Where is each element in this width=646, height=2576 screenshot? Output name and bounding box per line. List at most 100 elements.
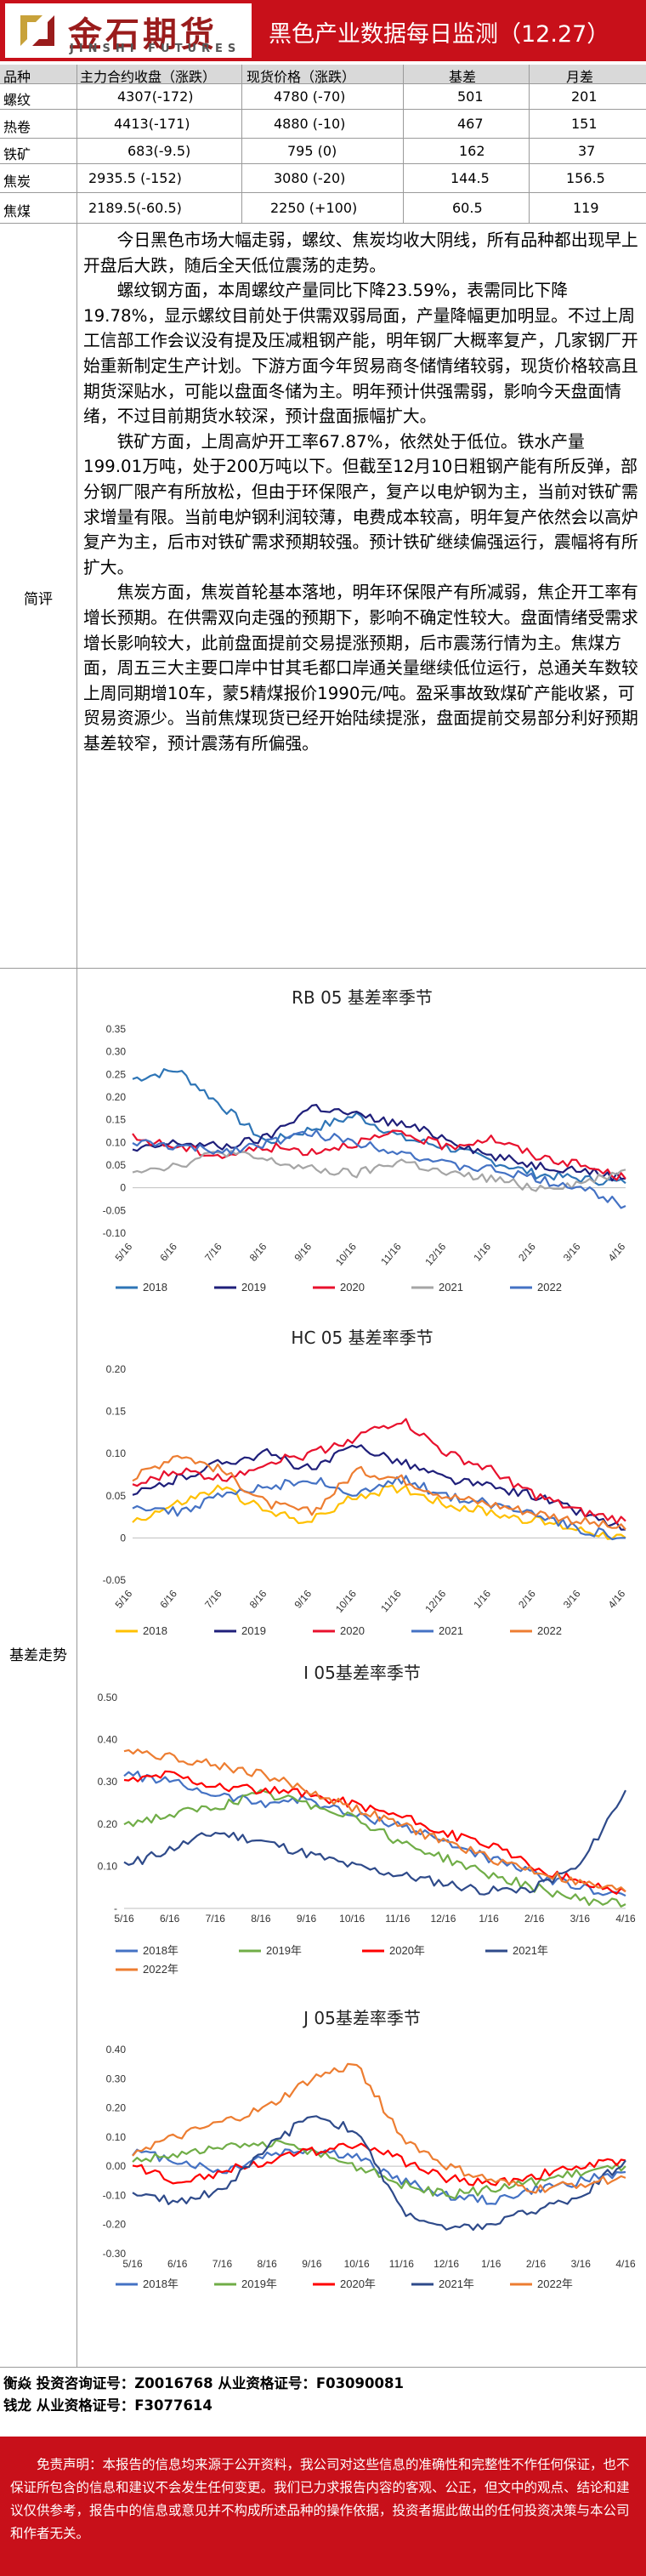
legend-entry: 2021 <box>439 1281 463 1294</box>
y-tick-label: 0.50 <box>98 1692 118 1703</box>
x-tick-label: 1/16 <box>479 1913 499 1925</box>
y-tick-label: 0 <box>120 1532 126 1544</box>
logo: 金石期货 JINSHI FUTURES <box>5 3 252 58</box>
table-header-cell: 现货价格（涨跌） <box>246 69 356 85</box>
row-product: 焦煤 <box>3 203 31 219</box>
divider <box>0 223 646 224</box>
row-close: 4307(-172) <box>117 88 194 105</box>
x-tick-label: 5/16 <box>113 1588 135 1611</box>
x-tick-label: 12/16 <box>434 2258 459 2270</box>
y-tick-label: 0.40 <box>98 1734 118 1746</box>
row-spot: 3080 (-20) <box>274 170 346 186</box>
y-tick-label: - <box>114 1902 117 1914</box>
x-tick-label: 2/16 <box>516 1241 538 1264</box>
chart-title: I 05基差率季节 <box>303 1663 421 1683</box>
series-line <box>132 1104 626 1182</box>
x-tick-label: 12/16 <box>430 1913 456 1925</box>
row-basis: 467 <box>457 116 484 132</box>
rb-basis-chart: RB 05 基差率季节 -0.10 -0.05 0 0.05 0.10 0.15 0.20 0.… <box>103 987 628 1294</box>
chart-title: RB 05 基差率季节 <box>292 987 433 1008</box>
x-tick-label: 11/16 <box>389 2258 414 2270</box>
legend-entry: 2022年 <box>537 2277 573 2290</box>
x-tick-label: 6/16 <box>167 2258 188 2270</box>
section-label-basis: 基差走势 <box>9 1647 67 1664</box>
x-tick-label: 8/16 <box>247 1241 269 1264</box>
series-line <box>132 1475 626 1541</box>
divider <box>241 65 242 223</box>
series-line <box>132 2115 626 2232</box>
y-tick-label: 0.05 <box>106 1159 127 1171</box>
y-tick-label: 0.10 <box>106 2131 127 2143</box>
legend-entry: 2018 <box>143 1624 167 1637</box>
series-line <box>123 1771 626 1897</box>
legend-entry: 2022年 <box>143 1963 178 1976</box>
x-tick-label: 10/16 <box>344 2258 370 2270</box>
legend-entry: 2020 <box>340 1281 365 1294</box>
divider <box>529 65 530 223</box>
x-tick-label: 9/16 <box>302 2258 322 2270</box>
x-tick-label: 2/16 <box>524 1913 545 1925</box>
table-header-cell: 月差 <box>566 69 594 85</box>
x-tick-label: 10/16 <box>333 1588 359 1615</box>
row-product: 铁矿 <box>3 146 31 162</box>
legend-entry: 2019 <box>241 1281 266 1294</box>
x-tick-label: 1/16 <box>471 1241 493 1264</box>
x-tick-label: 4/16 <box>606 1241 628 1264</box>
j-basis-chart: J 05基差率季节 -0.30 -0.20 -0.10 0.00 0.10 0.20 0.30… <box>103 2008 636 2290</box>
y-tick-label: 0.15 <box>106 1406 127 1418</box>
row-product: 焦炭 <box>3 173 31 190</box>
x-tick-label: 8/16 <box>251 1913 271 1925</box>
series-line <box>123 1770 626 1895</box>
row-close: 683(-9.5) <box>128 143 191 159</box>
x-tick-label: 6/16 <box>157 1241 179 1264</box>
legend-entry: 2021年 <box>439 2277 474 2290</box>
analyst-line: 衡焱 投资咨询证号：Z0016768 从业资格证号：F03090081 <box>3 2375 404 2391</box>
divider <box>76 65 77 2367</box>
x-tick-label: 7/16 <box>206 1913 226 1925</box>
commentary-paragraph: 铁矿方面，上周高炉开工率67.87%，依然处于低位。铁水产量199.01万吨，处… <box>83 431 638 577</box>
x-tick-label: 8/16 <box>247 1588 269 1611</box>
row-close: 2189.5(-60.5) <box>88 200 182 216</box>
x-tick-label: 7/16 <box>212 2258 233 2270</box>
x-tick-label: 9/16 <box>297 1913 317 1925</box>
x-tick-label: 12/16 <box>422 1241 448 1268</box>
x-tick-label: 11/16 <box>378 1241 404 1268</box>
y-tick-label: -0.20 <box>103 2219 127 2231</box>
y-tick-label: 0.20 <box>106 2102 127 2114</box>
row-close: 2935.5 (-152) <box>88 170 182 186</box>
legend-entry: 2021年 <box>513 1944 548 1957</box>
page-title: 黑色产业数据每日监测（12.27） <box>269 21 610 48</box>
table-header: 品种 主力合约收盘（涨跌） 现货价格（涨跌） 基差 月差 <box>0 65 646 85</box>
x-tick-label: 4/16 <box>606 1588 628 1611</box>
row-basis: 501 <box>457 88 484 105</box>
x-tick-label: 11/16 <box>378 1588 404 1615</box>
series-line <box>132 1484 626 1540</box>
disclaimer-text: 免责声明：本报告的信息均来源于公开资料，我公司对这些信息的准确性和完整性不作任何… <box>10 2457 630 2541</box>
table-header-cell: 基差 <box>449 69 477 85</box>
row-spread: 37 <box>578 143 596 159</box>
x-tick-label: 6/16 <box>157 1588 179 1611</box>
analyst-info: 衡焱 投资咨询证号：Z0016768 从业资格证号：F03090081 钱龙 从… <box>3 2373 404 2417</box>
x-tick-label: 2/16 <box>516 1588 538 1611</box>
x-tick-label: 3/16 <box>570 1913 591 1925</box>
x-tick-label: 10/16 <box>333 1241 359 1268</box>
row-spot: 795 (0) <box>287 143 337 159</box>
legend-entry: 2018 <box>143 1281 167 1294</box>
section-label-commentary: 简评 <box>24 591 53 608</box>
y-tick-label: 0.10 <box>106 1447 127 1459</box>
commentary-paragraph: 今日黑色市场大幅走弱，螺纹、焦炭均收大阴线，所有品种都出现早上开盘后大跌，随后全… <box>83 230 638 276</box>
commentary-text: 今日黑色市场大幅走弱，螺纹、焦炭均收大阴线，所有品种都出现早上开盘后大跌，随后全… <box>83 228 641 756</box>
x-tick-label: 2/16 <box>526 2258 547 2270</box>
row-spread: 151 <box>571 116 598 132</box>
x-tick-label: 11/16 <box>385 1913 410 1925</box>
x-tick-label: 5/16 <box>122 2258 143 2270</box>
legend-entry: 2020年 <box>340 2277 376 2290</box>
table-row: 焦炭 2935.5 (-152) 3080 (-20) 144.5 156.5 <box>0 163 646 193</box>
row-spot: 2250 (+100) <box>270 200 358 216</box>
y-tick-label: 0.30 <box>98 1776 118 1788</box>
x-tick-label: 5/16 <box>114 1913 134 1925</box>
logo-mark-icon <box>17 10 58 51</box>
x-tick-label: 3/16 <box>561 1241 583 1264</box>
x-tick-label: 3/16 <box>561 1588 583 1611</box>
x-tick-label: 1/16 <box>481 2258 502 2270</box>
